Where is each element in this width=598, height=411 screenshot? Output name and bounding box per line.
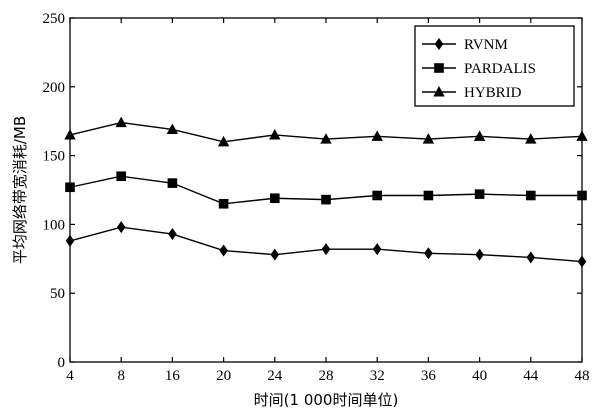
y-tick-label: 100 [43,217,66,233]
data-point-pardalis [577,190,587,201]
data-point-rvnm [475,248,484,261]
data-point-hybrid [64,128,76,140]
data-point-rvnm [168,228,177,241]
legend-label-hybrid: HYBRID [464,85,522,101]
y-tick-label: 250 [43,11,66,27]
x-axis: 4 8 16 20 24 28 32 36 40 44 48 [66,18,590,384]
data-point-pardalis [116,171,126,182]
y-tick-label: 50 [50,286,65,302]
data-point-pardalis [270,193,280,204]
legend: RVNM PARDALIS HYBRID [414,25,575,107]
data-point-hybrid [473,130,486,141]
x-tick-label: 28 [319,368,334,384]
data-point-hybrid [217,135,230,147]
data-point-rvnm [270,248,280,261]
data-point-pardalis [167,178,178,188]
data-point-pardalis [474,189,485,199]
legend-items: RVNM PARDALIS HYBRID [422,37,536,101]
data-point-hybrid [320,133,332,144]
data-point-pardalis [65,182,75,193]
y-tick-label: 0 [58,355,66,371]
x-tick-label: 44 [523,368,539,384]
data-point-hybrid [576,130,588,141]
data-point-hybrid [371,130,383,141]
x-tick-label: 48 [575,368,590,384]
x-tick-label: 24 [267,368,283,384]
legend-label-pardalis: PARDALIS [464,61,536,77]
legend-marker-hybrid [433,86,445,97]
x-tick-label: 36 [421,368,437,384]
data-point-rvnm [321,243,331,256]
x-tick-label: 4 [66,368,74,384]
series-layer [64,116,588,268]
x-tick-label: 40 [472,368,487,384]
series-pardalis [65,171,587,209]
x-tick-label: 20 [216,368,231,384]
data-point-rvnm [65,234,75,247]
data-point-hybrid [422,133,435,144]
series-rvnm [65,221,587,268]
data-point-rvnm [424,247,433,260]
legend-marker-rvnm [434,38,444,50]
x-tick-label: 32 [370,368,385,384]
data-point-rvnm [526,251,536,264]
data-point-rvnm [372,243,382,256]
data-point-rvnm [219,244,228,257]
x-tick-label: 8 [117,368,125,384]
data-point-hybrid [115,116,127,128]
legend-marker-pardalis [434,63,444,73]
data-point-pardalis [423,190,434,201]
y-tick-label: 200 [43,80,66,96]
data-point-rvnm [116,221,126,234]
x-axis-label: 时间(1 000时间单位) [254,391,399,409]
legend-label-rvnm: RVNM [464,37,508,53]
y-axis: 0 50 100 150 200 250 [43,11,582,371]
data-point-hybrid [269,128,281,140]
x-tick-label: 16 [165,368,181,384]
data-point-pardalis [218,198,229,209]
data-point-rvnm [577,255,587,268]
data-point-pardalis [372,190,382,201]
data-point-hybrid [166,123,179,134]
y-axis-label: 平均网络带宽消耗/MB [11,116,29,264]
data-point-pardalis [526,190,536,201]
data-point-hybrid [525,133,537,144]
y-tick-label: 150 [43,149,66,165]
data-point-pardalis [321,194,331,205]
series-hybrid [64,116,588,147]
